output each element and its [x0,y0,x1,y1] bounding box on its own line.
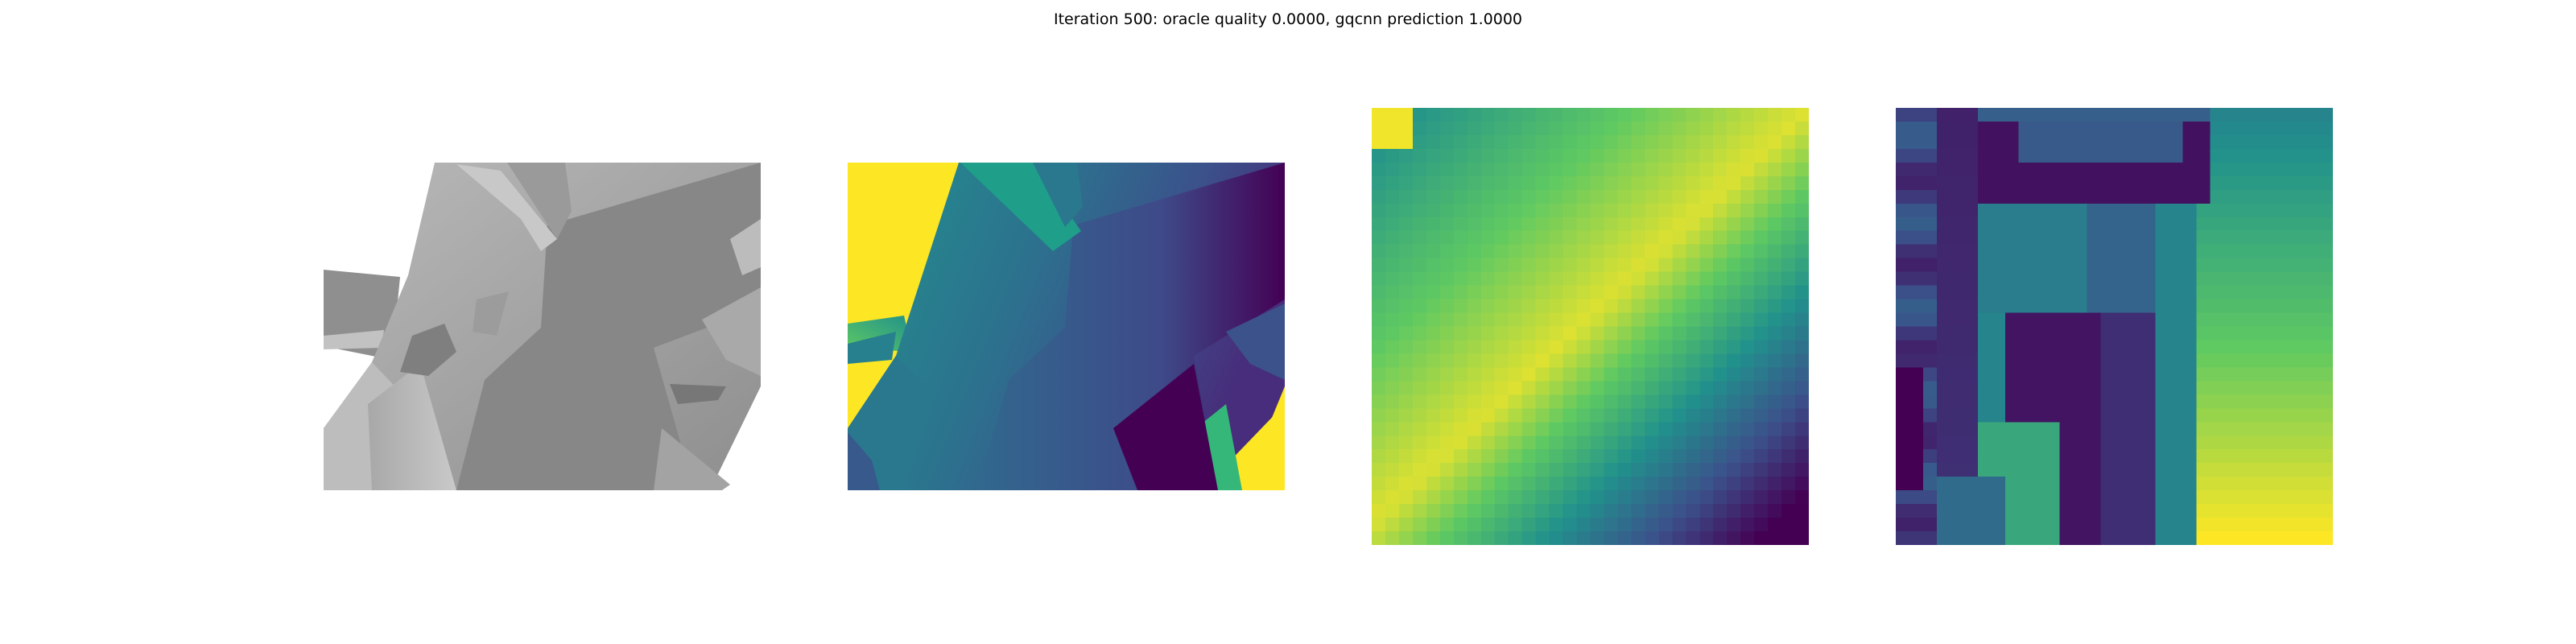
figure-title: Iteration 500: oracle quality 0.0000, gq… [1053,10,1522,28]
grayscale-render-panel [324,163,761,490]
depth-crop-panel [1372,108,1809,545]
depth-image-panel [848,163,1285,490]
depth-crop-secondary-panel [1896,108,2333,545]
